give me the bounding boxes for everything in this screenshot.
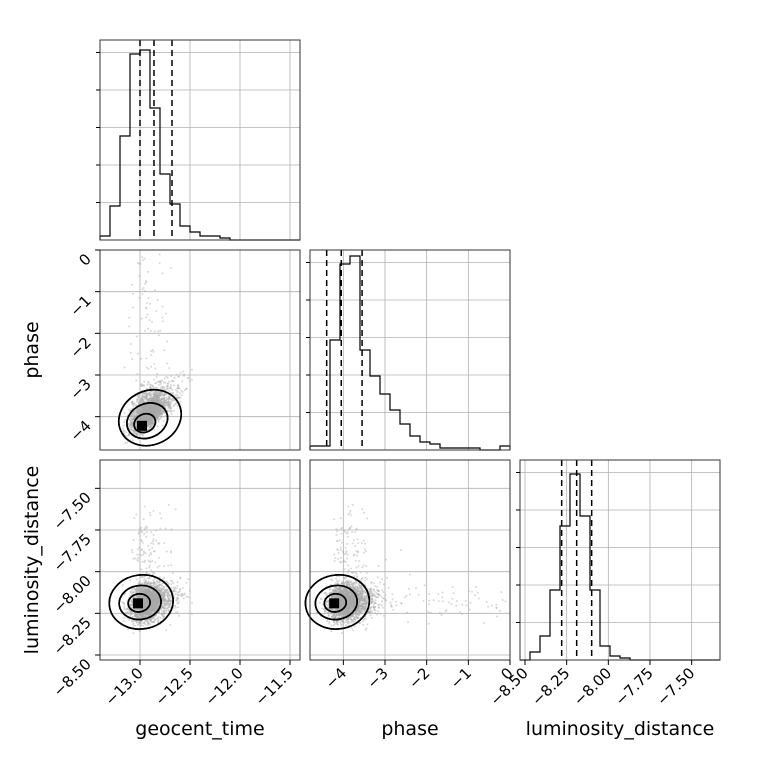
x-axis-label-phase: phase xyxy=(381,718,438,740)
grid-layer xyxy=(100,40,720,660)
panel-frame-2-0 xyxy=(99,459,301,661)
y-tick-label-phase-3: −1 xyxy=(66,292,94,320)
contour-outline xyxy=(127,593,151,613)
x-tick-label-luminosity_distance-1: −8.25 xyxy=(528,664,573,709)
histogram-phase xyxy=(309,255,511,451)
histogram-geocent_time xyxy=(99,49,300,241)
y-tick-label-luminosity_distance-4: −7.50 xyxy=(50,488,95,533)
density-peak-luminosity_distance_vs_geocent_time xyxy=(133,598,143,609)
scatter-points-phase_vs_geocent_time xyxy=(121,253,193,445)
x-tick-label-phase-0: −4 xyxy=(322,664,350,692)
x-tick-label-geocent_time-1: −12.5 xyxy=(152,664,197,709)
x-tick-label-luminosity_distance-2: −8.00 xyxy=(570,664,615,709)
x-tick-label-phase-3: −1 xyxy=(447,664,475,692)
contour-outline xyxy=(118,584,162,621)
y-tick-label-luminosity_distance-3: −7.75 xyxy=(50,530,95,575)
y-tick-label-phase-4: 0 xyxy=(75,250,94,269)
y-tick-label-phase-0: −4 xyxy=(66,417,94,445)
x-tick-label-geocent_time-2: −12.0 xyxy=(202,664,247,709)
y-tick-label-phase-1: −3 xyxy=(66,375,94,403)
contour-outline xyxy=(108,574,174,630)
contour-outline xyxy=(133,412,157,434)
y-tick-label-luminosity_distance-2: −8.00 xyxy=(50,572,95,617)
contour-outline xyxy=(323,593,348,613)
contour-outline xyxy=(126,402,169,440)
x-tick-label-luminosity_distance-3: −7.75 xyxy=(612,664,657,709)
marks-layer xyxy=(99,40,720,661)
scatter-points-luminosity_distance_vs_geocent_time xyxy=(121,503,193,635)
x-axis-label-luminosity-distance: luminosity_distance xyxy=(526,718,715,740)
scatter-layer xyxy=(121,253,507,635)
panel-frame-2-1 xyxy=(309,459,511,661)
y-axis-label-luminosity-distance: luminosity_distance xyxy=(21,466,43,655)
x-axis-label-geocent-time: geocent_time xyxy=(135,718,264,740)
y-tick-label-phase-2: −2 xyxy=(66,333,94,361)
x-tick-label-luminosity_distance-4: −7.50 xyxy=(653,664,698,709)
frame-layer xyxy=(95,39,721,665)
y-tick-label-luminosity_distance-0: −8.50 xyxy=(50,655,95,700)
y-tick-label-luminosity_distance-1: −8.25 xyxy=(50,613,95,658)
panel-frame-2-2 xyxy=(519,459,721,661)
text-layer: −13.0 −12.5 −12.0 −11.5 −4 −3 −2 −1 0−8.50−8.25−… xyxy=(50,250,699,709)
histogram-luminosity_distance xyxy=(520,473,720,661)
panel-frame-0-0 xyxy=(99,39,301,241)
contour-outline xyxy=(118,388,182,447)
y-axis-label-phase: phase xyxy=(21,321,43,378)
density-peak-phase_vs_geocent_time xyxy=(137,420,147,431)
contour-outline xyxy=(304,574,371,630)
panel-frame-1-1 xyxy=(309,249,511,451)
panel-frame-1-0 xyxy=(99,249,301,451)
scatter-points-luminosity_distance_vs_phase xyxy=(315,503,507,635)
x-tick-label-geocent_time-3: −11.5 xyxy=(252,664,297,709)
density-peak-luminosity_distance_vs_phase xyxy=(329,598,340,609)
x-tick-label-phase-2: −2 xyxy=(405,664,433,692)
contour-outline xyxy=(314,584,358,621)
x-tick-label-geocent_time-0: −13.0 xyxy=(102,664,147,709)
x-tick-label-phase-1: −3 xyxy=(363,664,391,692)
